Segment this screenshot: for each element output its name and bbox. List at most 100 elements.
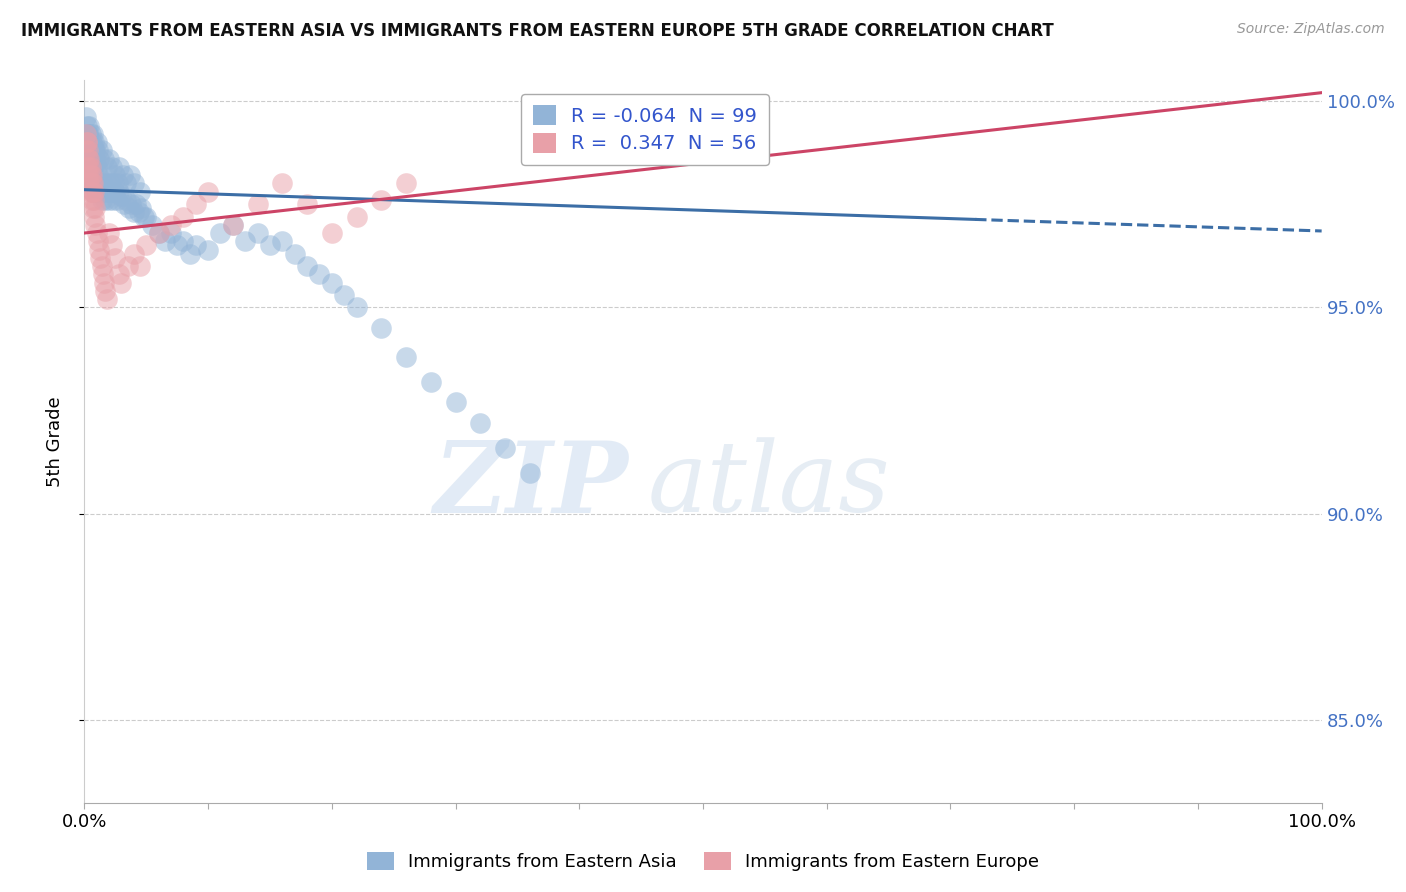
Point <box>444 395 467 409</box>
Point <box>75 127 97 141</box>
Point <box>148 226 170 240</box>
Point <box>82 160 104 174</box>
Point <box>90 259 112 273</box>
Point <box>271 235 294 249</box>
Point <box>122 177 145 191</box>
Point <box>77 168 100 182</box>
Point <box>321 226 343 240</box>
Point <box>80 152 103 166</box>
Point <box>115 177 138 191</box>
Point <box>79 152 101 166</box>
Point <box>83 135 105 149</box>
Point <box>370 321 392 335</box>
Point <box>179 246 201 260</box>
Point <box>75 111 97 125</box>
Point <box>117 259 139 273</box>
Point <box>295 259 318 273</box>
Point <box>184 238 207 252</box>
Point <box>79 119 101 133</box>
Point <box>209 226 232 240</box>
Point <box>222 218 245 232</box>
Point <box>160 226 183 240</box>
Point <box>122 246 145 260</box>
Point <box>93 152 115 166</box>
Point <box>79 168 101 182</box>
Point <box>83 193 105 207</box>
Point <box>75 144 97 158</box>
Point <box>82 185 104 199</box>
Text: IMMIGRANTS FROM EASTERN ASIA VS IMMIGRANTS FROM EASTERN EUROPE 5TH GRADE CORRELA: IMMIGRANTS FROM EASTERN ASIA VS IMMIGRAN… <box>21 22 1054 40</box>
Point <box>84 177 107 191</box>
Point <box>86 226 108 240</box>
Point <box>86 135 108 149</box>
Point <box>98 177 121 191</box>
Point <box>246 226 269 240</box>
Point <box>284 246 307 260</box>
Point <box>77 144 100 158</box>
Point <box>89 185 111 199</box>
Point <box>395 350 418 364</box>
Point <box>77 127 100 141</box>
Point <box>87 144 110 158</box>
Point <box>79 160 101 174</box>
Point <box>79 127 101 141</box>
Point <box>79 135 101 149</box>
Point <box>86 160 108 174</box>
Point <box>135 210 157 224</box>
Point <box>89 251 111 265</box>
Point <box>419 375 441 389</box>
Point <box>395 177 418 191</box>
Point <box>82 127 104 141</box>
Point <box>172 235 194 249</box>
Point <box>346 210 368 224</box>
Point <box>98 226 121 240</box>
Point <box>89 243 111 257</box>
Point <box>370 193 392 207</box>
Point <box>153 235 176 249</box>
Point <box>84 144 107 158</box>
Point <box>93 276 115 290</box>
Point <box>104 185 127 199</box>
Point <box>91 268 114 282</box>
Point <box>112 197 135 211</box>
Y-axis label: 5th Grade: 5th Grade <box>45 396 63 487</box>
Point <box>87 168 110 182</box>
Point <box>77 152 100 166</box>
Point <box>76 144 98 158</box>
Point <box>246 197 269 211</box>
Point <box>108 160 131 174</box>
Point <box>108 185 131 199</box>
Point <box>118 201 141 215</box>
Point <box>80 177 103 191</box>
Point <box>89 152 111 166</box>
Point <box>75 135 97 149</box>
Point <box>83 144 105 158</box>
Point <box>295 197 318 211</box>
Point <box>80 177 103 191</box>
Point <box>93 185 115 199</box>
Point <box>470 416 492 430</box>
Point <box>197 185 219 199</box>
Point <box>83 185 105 199</box>
Point <box>96 160 118 174</box>
Point <box>141 218 163 232</box>
Point <box>86 185 108 199</box>
Point <box>84 201 107 215</box>
Point <box>90 144 112 158</box>
Point <box>197 243 219 257</box>
Point <box>222 218 245 232</box>
Point <box>84 218 107 232</box>
Point <box>77 152 100 166</box>
Point <box>110 276 132 290</box>
Point <box>80 135 103 149</box>
Point <box>259 238 281 252</box>
Point <box>94 284 117 298</box>
Point <box>79 160 101 174</box>
Point <box>111 168 134 182</box>
Point <box>76 135 98 149</box>
Point <box>184 197 207 211</box>
Point <box>128 205 150 219</box>
Point <box>494 441 516 455</box>
Point <box>125 197 148 211</box>
Point <box>82 177 104 191</box>
